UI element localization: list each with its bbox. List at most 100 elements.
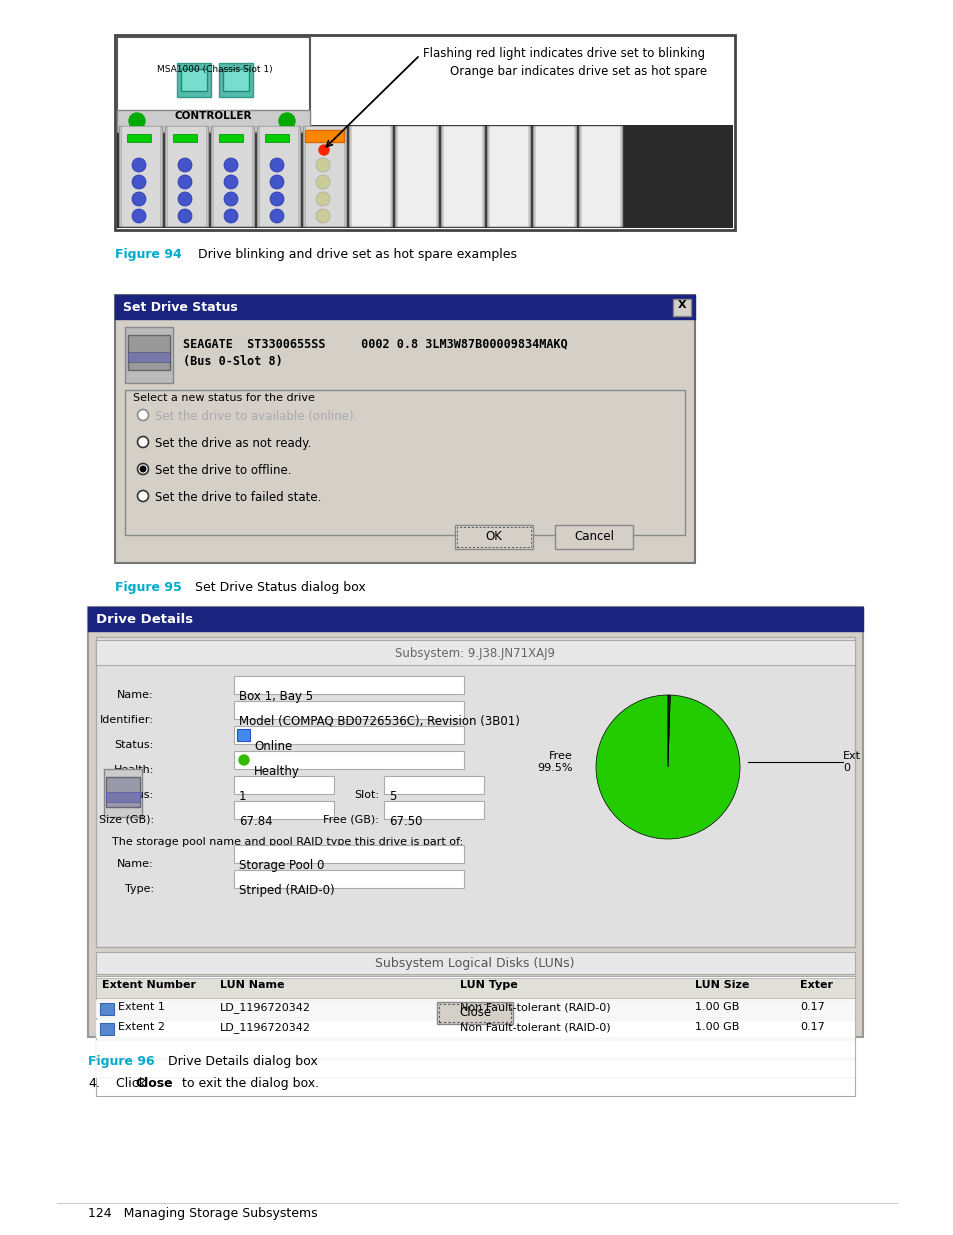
FancyBboxPatch shape: [555, 525, 633, 550]
Circle shape: [224, 209, 237, 224]
Circle shape: [178, 191, 192, 206]
FancyBboxPatch shape: [96, 978, 854, 998]
Text: 67.50: 67.50: [389, 815, 422, 827]
Text: Free (GB):: Free (GB):: [323, 815, 378, 825]
Text: Figure 95: Figure 95: [115, 580, 182, 594]
Circle shape: [132, 191, 146, 206]
FancyBboxPatch shape: [535, 126, 574, 226]
Text: 4.: 4.: [88, 1077, 100, 1091]
Text: Type:: Type:: [125, 884, 153, 894]
FancyBboxPatch shape: [115, 295, 695, 563]
Text: Name:: Name:: [117, 690, 153, 700]
FancyBboxPatch shape: [115, 295, 695, 319]
FancyBboxPatch shape: [177, 63, 211, 98]
FancyBboxPatch shape: [125, 327, 172, 383]
FancyBboxPatch shape: [88, 606, 862, 1037]
FancyBboxPatch shape: [384, 776, 483, 794]
Text: Model (COMPAQ BD0726536C), Revision (3B01): Model (COMPAQ BD0726536C), Revision (3B0…: [239, 715, 519, 727]
FancyBboxPatch shape: [233, 845, 463, 863]
FancyBboxPatch shape: [128, 335, 170, 370]
FancyBboxPatch shape: [455, 525, 533, 550]
Text: Slot:: Slot:: [354, 790, 378, 800]
FancyBboxPatch shape: [100, 1003, 113, 1015]
Circle shape: [224, 175, 237, 189]
FancyBboxPatch shape: [486, 126, 530, 226]
FancyBboxPatch shape: [305, 130, 344, 142]
FancyBboxPatch shape: [115, 35, 734, 230]
FancyBboxPatch shape: [489, 126, 527, 226]
Text: LD_1196720342: LD_1196720342: [220, 1002, 311, 1013]
Circle shape: [315, 158, 330, 172]
Text: Flashing red light indicates drive set to blinking: Flashing red light indicates drive set t…: [422, 47, 704, 61]
Circle shape: [315, 191, 330, 206]
Circle shape: [178, 158, 192, 172]
Circle shape: [278, 112, 294, 128]
Circle shape: [270, 175, 284, 189]
Text: Status:: Status:: [114, 740, 153, 750]
Circle shape: [132, 209, 146, 224]
Wedge shape: [667, 695, 670, 767]
FancyBboxPatch shape: [233, 701, 463, 719]
Circle shape: [132, 158, 146, 172]
Text: Close: Close: [458, 1007, 491, 1020]
Text: 0.17: 0.17: [800, 1002, 824, 1011]
Text: Extent Number: Extent Number: [102, 981, 195, 990]
FancyBboxPatch shape: [167, 126, 206, 226]
Text: LD_1196720342: LD_1196720342: [220, 1023, 311, 1032]
FancyBboxPatch shape: [233, 676, 463, 694]
FancyBboxPatch shape: [349, 126, 392, 226]
FancyBboxPatch shape: [233, 776, 334, 794]
Circle shape: [178, 175, 192, 189]
FancyBboxPatch shape: [125, 390, 684, 535]
FancyBboxPatch shape: [181, 69, 207, 91]
Circle shape: [137, 463, 149, 474]
Text: 1.00 GB: 1.00 GB: [695, 1002, 739, 1011]
Text: Drive blinking and drive set as hot spare examples: Drive blinking and drive set as hot spar…: [190, 248, 517, 261]
Text: Drive Details: Drive Details: [96, 613, 193, 626]
Text: Set Drive Status dialog box: Set Drive Status dialog box: [187, 580, 365, 594]
FancyBboxPatch shape: [96, 1040, 854, 1058]
FancyBboxPatch shape: [672, 299, 690, 316]
Text: Size (GB):: Size (GB):: [99, 815, 153, 825]
Text: Health:: Health:: [113, 764, 153, 776]
Circle shape: [270, 209, 284, 224]
Text: Set the drive to offline.: Set the drive to offline.: [154, 464, 292, 477]
FancyBboxPatch shape: [440, 126, 483, 226]
Circle shape: [270, 158, 284, 172]
Circle shape: [224, 158, 237, 172]
Text: Figure 94: Figure 94: [115, 248, 182, 261]
Text: 0.17: 0.17: [800, 1023, 824, 1032]
Text: Select a new status for the drive: Select a new status for the drive: [132, 393, 314, 403]
FancyBboxPatch shape: [104, 769, 142, 818]
FancyBboxPatch shape: [384, 802, 483, 819]
Text: Cancel: Cancel: [574, 531, 614, 543]
FancyBboxPatch shape: [96, 1000, 854, 1018]
Text: Extent 2: Extent 2: [118, 1023, 165, 1032]
FancyBboxPatch shape: [96, 976, 854, 1095]
FancyBboxPatch shape: [106, 777, 140, 806]
FancyBboxPatch shape: [223, 69, 249, 91]
Text: Non Fault-tolerant (RAID-0): Non Fault-tolerant (RAID-0): [459, 1023, 610, 1032]
FancyBboxPatch shape: [233, 751, 463, 769]
FancyBboxPatch shape: [96, 637, 854, 947]
Text: 124   Managing Storage Subsystems: 124 Managing Storage Subsystems: [88, 1207, 317, 1220]
Text: Set the drive to available (online).: Set the drive to available (online).: [154, 410, 357, 424]
Text: MSA1000 (Chassis Slot 1): MSA1000 (Chassis Slot 1): [157, 65, 273, 74]
Circle shape: [137, 490, 149, 501]
Text: Striped (RAID-0): Striped (RAID-0): [239, 884, 335, 897]
Text: Subsystem Logical Disks (LUNs): Subsystem Logical Disks (LUNs): [375, 956, 574, 969]
FancyBboxPatch shape: [236, 729, 250, 741]
FancyBboxPatch shape: [436, 1002, 513, 1024]
Text: Healthy: Healthy: [253, 764, 299, 778]
Circle shape: [140, 466, 146, 472]
Text: 1.00 GB: 1.00 GB: [695, 1023, 739, 1032]
Circle shape: [137, 436, 149, 447]
Text: Click: Click: [108, 1077, 150, 1091]
FancyBboxPatch shape: [395, 126, 437, 226]
Text: Set Drive Status: Set Drive Status: [123, 301, 237, 314]
FancyBboxPatch shape: [219, 135, 243, 142]
FancyBboxPatch shape: [117, 125, 732, 228]
Text: Close: Close: [135, 1077, 172, 1091]
Text: X: X: [677, 300, 685, 310]
Text: Orange bar indicates drive set as hot spare: Orange bar indicates drive set as hot sp…: [450, 65, 706, 78]
